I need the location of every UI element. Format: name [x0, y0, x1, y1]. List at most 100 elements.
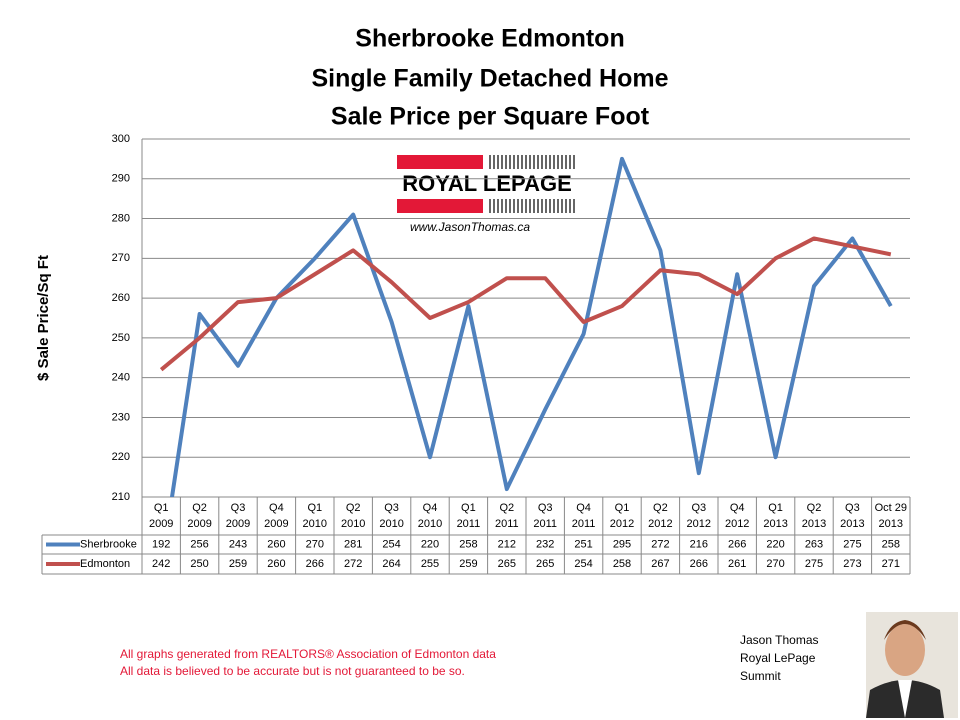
logo-brand: ROYAL LEPAGE: [402, 171, 572, 196]
table-value: 275: [805, 558, 823, 570]
table-value: 275: [843, 538, 861, 550]
table-value: 266: [690, 558, 708, 570]
x-tick-label: Q1: [154, 502, 169, 514]
footnote: All data is believed to be accurate but …: [120, 664, 465, 678]
x-tick-label: 2013: [802, 518, 826, 530]
table-value: 273: [843, 558, 861, 570]
x-tick-label: 2009: [226, 518, 250, 530]
table-value: 258: [613, 558, 631, 570]
table-value: 212: [498, 538, 516, 550]
x-tick-label: Q1: [461, 502, 476, 514]
x-tick-label: 2012: [725, 518, 749, 530]
table-value: 263: [805, 538, 823, 550]
table-value: 260: [267, 538, 285, 550]
agent-photo: [866, 612, 958, 718]
x-tick-label: 2013: [763, 518, 787, 530]
chart-title: Single Family Detached Home: [311, 65, 668, 93]
x-tick-label: Q4: [730, 502, 745, 514]
y-tick-label: 220: [112, 451, 130, 463]
y-tick-label: 230: [112, 411, 130, 423]
x-tick-label: Q3: [231, 502, 246, 514]
signature: Royal LePage: [740, 651, 816, 665]
x-tick-label: Q4: [423, 502, 438, 514]
logo-bar: [397, 199, 483, 213]
table-value: 266: [728, 538, 746, 550]
y-tick-label: 270: [112, 252, 130, 264]
x-tick-label: Q3: [384, 502, 399, 514]
x-tick-label: Oct 29: [875, 502, 907, 514]
x-tick-label: 2011: [457, 518, 481, 530]
table-value: 255: [421, 558, 439, 570]
y-tick-label: 290: [112, 173, 130, 185]
x-tick-label: 2010: [303, 518, 327, 530]
x-tick-label: 2011: [495, 518, 519, 530]
table-value: 272: [344, 558, 362, 570]
x-tick-label: Q4: [576, 502, 591, 514]
x-tick-label: 2012: [687, 518, 711, 530]
x-tick-label: Q3: [538, 502, 553, 514]
x-tick-label: 2013: [879, 518, 903, 530]
chart-title: Sherbrooke Edmonton: [355, 25, 624, 53]
signature: Summit: [740, 669, 781, 683]
x-tick-label: Q2: [499, 502, 514, 514]
table-value: 265: [498, 558, 516, 570]
table-value: 259: [459, 558, 477, 570]
x-tick-label: 2012: [648, 518, 672, 530]
y-tick-label: 280: [112, 212, 130, 224]
table-value: 192: [152, 538, 170, 550]
y-tick-label: 210: [112, 491, 130, 503]
table-value: 242: [152, 558, 170, 570]
table-value: 258: [882, 538, 900, 550]
table-value: 256: [190, 538, 208, 550]
y-tick-label: 240: [112, 372, 130, 384]
line-series: [169, 156, 893, 497]
table-value: 232: [536, 538, 554, 550]
x-tick-label: Q1: [307, 502, 322, 514]
logo-bar: [397, 155, 483, 169]
table-value: 251: [574, 538, 592, 550]
x-tick-label: 2012: [610, 518, 634, 530]
table-value: 272: [651, 538, 669, 550]
x-tick-label: Q2: [346, 502, 361, 514]
x-tick-label: Q3: [845, 502, 860, 514]
plot-lines: [159, 156, 893, 497]
y-axis-label: $ Sale Price/Sq Ft: [35, 255, 52, 381]
x-tick-label: Q2: [653, 502, 668, 514]
y-tick-label: 300: [112, 133, 130, 145]
x-tick-label: 2010: [379, 518, 403, 530]
table-value: 264: [382, 558, 400, 570]
x-tick-label: Q1: [615, 502, 630, 514]
table-value: 220: [766, 538, 784, 550]
table-value: 254: [574, 558, 592, 570]
footnote: All graphs generated from REALTORS® Asso…: [120, 647, 496, 661]
logo-barcode: [489, 155, 575, 213]
y-tick-label: 250: [112, 332, 130, 344]
table-value: 258: [459, 538, 477, 550]
x-tick-label: 2009: [187, 518, 211, 530]
table-value: 220: [421, 538, 439, 550]
line-series: [159, 236, 892, 372]
legend-label: Edmonton: [80, 558, 130, 570]
table-value: 266: [306, 558, 324, 570]
table-value: 259: [229, 558, 247, 570]
x-tick-label: Q4: [269, 502, 284, 514]
x-tick-label: 2011: [533, 518, 557, 530]
x-tick-label: Q1: [768, 502, 783, 514]
chart-title: Sale Price per Square Foot: [331, 103, 650, 131]
x-tick-label: 2011: [572, 518, 596, 530]
signature: Jason Thomas: [740, 633, 819, 647]
x-tick-label: 2013: [840, 518, 864, 530]
table-value: 265: [536, 558, 554, 570]
y-tick-label: 260: [112, 292, 130, 304]
table-value: 271: [882, 558, 900, 570]
table-value: 254: [382, 538, 400, 550]
x-tick-label: 2010: [341, 518, 365, 530]
table-value: 267: [651, 558, 669, 570]
x-tick-label: 2010: [418, 518, 442, 530]
table-value: 243: [229, 538, 247, 550]
logo-website: www.JasonThomas.ca: [410, 220, 530, 234]
table-value: 250: [190, 558, 208, 570]
logo: ROYAL LEPAGE www.JasonThomas.ca: [390, 150, 585, 234]
legend-label: Sherbrooke: [80, 538, 137, 550]
